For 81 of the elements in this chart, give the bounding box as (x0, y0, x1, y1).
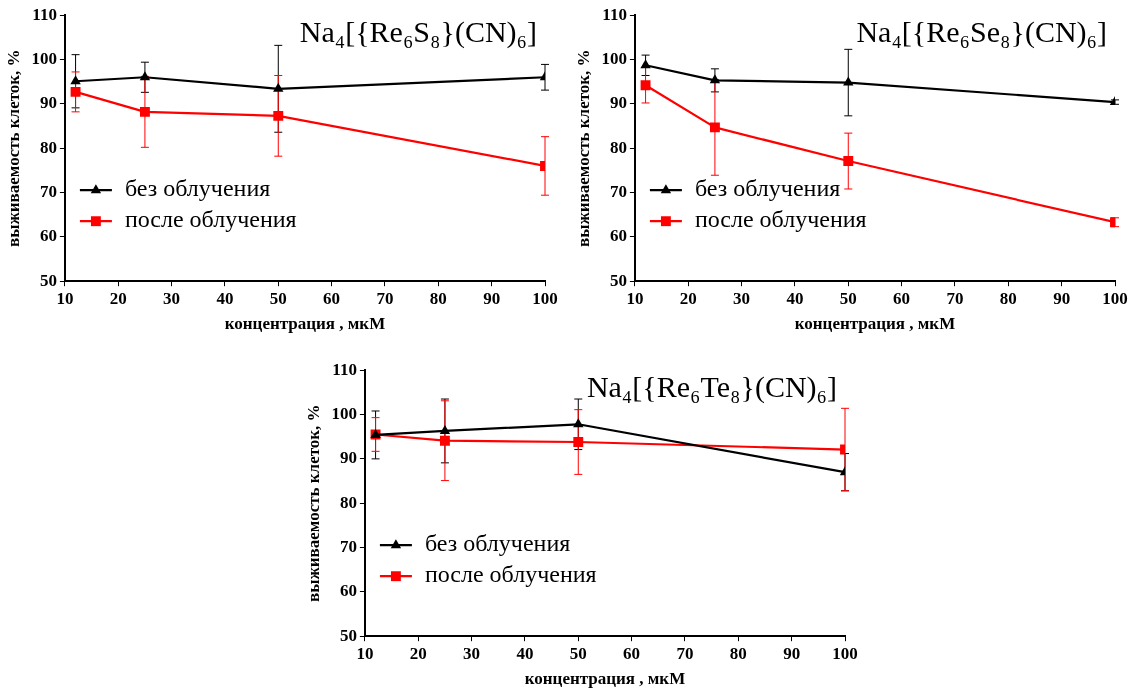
x-tick-label: 10 (356, 643, 374, 663)
point (139, 71, 151, 81)
y-tick-label: 50 (39, 270, 57, 290)
point (573, 418, 584, 428)
x-tick-label: 80 (429, 288, 447, 308)
y-tick-label: 60 (39, 226, 57, 246)
x-axis-title: концентрация , мкМ (224, 314, 386, 334)
legend-label: без облучения (124, 175, 271, 202)
point (273, 110, 284, 121)
y-tick-label: 100 (601, 48, 627, 68)
x-tick-label: 70 (946, 288, 964, 308)
y-tick-label: 80 (609, 137, 627, 157)
point (573, 437, 584, 447)
y-tick-label: 110 (602, 4, 627, 24)
x-tick-label: 100 (832, 643, 858, 663)
x-tick-label: 20 (679, 288, 697, 308)
y-tick-label: 110 (32, 4, 57, 24)
point (640, 80, 651, 91)
y-axis-title: выживаемость клеток, % (573, 49, 593, 247)
x-tick-label: 80 (729, 643, 747, 663)
y-tick-label: 80 (339, 492, 357, 512)
x-axis-title: концентрация , мкМ (524, 669, 686, 689)
x-tick-label: 30 (733, 288, 751, 308)
x-tick-label: 100 (1102, 288, 1128, 308)
point (843, 156, 854, 167)
y-tick-label: 100 (331, 403, 357, 423)
x-tick-label: 20 (109, 288, 127, 308)
point (439, 435, 450, 446)
y-tick-label: 90 (339, 448, 357, 468)
x-tick-label: 70 (376, 288, 394, 308)
x-tick-label: 40 (786, 288, 804, 308)
point (640, 59, 651, 69)
point (273, 82, 284, 92)
legend-label: после облучения (124, 206, 297, 233)
y-tick-label: 70 (339, 536, 357, 556)
x-tick-label: 60 (623, 643, 641, 663)
point (709, 74, 721, 84)
x-tick-label: 30 (463, 643, 481, 663)
x-tick-label: 60 (893, 288, 911, 308)
x-tick-label: 10 (626, 288, 644, 308)
x-tick-label: 80 (999, 288, 1017, 308)
chart-title: Na₄[{Re₆Te₈}(CN)₆] (586, 370, 837, 405)
y-axis-title: выживаемость клеток, % (303, 404, 323, 602)
chart-title: Na₄[{Re₆S₈}(CN)₆] (299, 15, 537, 50)
point (70, 75, 81, 85)
legend-label: без облучения (424, 530, 571, 557)
y-tick-label: 60 (609, 226, 627, 246)
point (70, 86, 81, 97)
legend-label: после облучения (424, 561, 597, 588)
y-tick-label: 80 (39, 137, 57, 157)
point (843, 76, 854, 86)
legend-label: после облучения (694, 206, 867, 233)
x-axis-title: концентрация , мкМ (794, 314, 956, 334)
y-tick-label: 110 (332, 359, 357, 379)
point (139, 106, 150, 117)
x-tick-label: 90 (483, 288, 501, 308)
y-axis-title: выживаемость клеток, % (3, 49, 23, 247)
x-tick-label: 70 (676, 643, 694, 663)
legend-label: без облучения (694, 175, 841, 202)
x-tick-label: 50 (569, 643, 587, 663)
point (439, 424, 451, 434)
y-tick-label: 100 (31, 48, 57, 68)
point (709, 122, 720, 133)
y-tick-label: 70 (609, 181, 627, 201)
x-tick-label: 90 (1053, 288, 1071, 308)
x-tick-label: 10 (56, 288, 74, 308)
y-tick-label: 50 (609, 270, 627, 290)
x-tick-label: 100 (532, 288, 558, 308)
y-tick-label: 90 (609, 93, 627, 113)
x-tick-label: 40 (516, 643, 534, 663)
y-tick-label: 60 (339, 581, 357, 601)
chart-title: Na₄[{Re₆Se₈}(CN)₆] (856, 15, 1107, 50)
x-tick-label: 90 (783, 643, 801, 663)
x-tick-label: 40 (216, 288, 234, 308)
x-tick-label: 50 (839, 288, 857, 308)
x-tick-label: 30 (163, 288, 181, 308)
y-tick-label: 70 (39, 181, 57, 201)
x-tick-label: 50 (269, 288, 287, 308)
x-tick-label: 20 (409, 643, 427, 663)
y-tick-label: 50 (339, 625, 357, 645)
y-tick-label: 90 (39, 93, 57, 113)
